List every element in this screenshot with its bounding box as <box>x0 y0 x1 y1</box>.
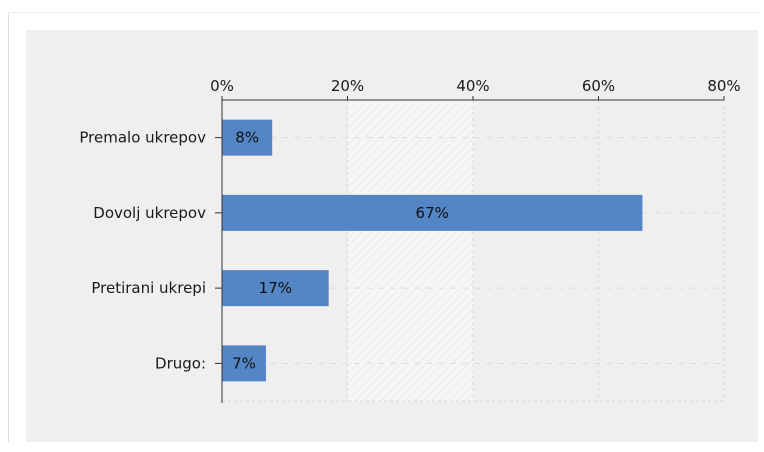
x-tick-label-1: 20% <box>331 77 364 95</box>
x-tick-label-0: 0% <box>210 77 234 95</box>
bars-group <box>222 119 643 382</box>
category-label-0: Premalo ukrepov <box>79 129 206 147</box>
bar-0 <box>222 119 273 156</box>
frame-left-rule <box>8 12 9 442</box>
bar-3 <box>222 345 266 382</box>
data-label-3: 7% <box>232 354 256 372</box>
x-tick-label-2: 40% <box>456 77 489 95</box>
data-label-2: 17% <box>259 279 292 297</box>
bar-1 <box>222 194 643 231</box>
grid-lines <box>222 100 725 402</box>
x-tick-label-3: 60% <box>582 77 615 95</box>
plot-background <box>347 100 473 401</box>
labels-group: 8% Premalo ukrepov 67% Dovolj ukrepov 17% Pre… <box>79 77 740 372</box>
data-label-0: 8% <box>235 129 259 147</box>
frame-top-rule <box>8 12 758 13</box>
data-label-1: 67% <box>416 204 449 222</box>
category-label-3: Drugo: <box>155 354 206 372</box>
highlight-band <box>347 100 473 401</box>
bar-2 <box>222 270 329 307</box>
category-label-2: Pretirani ukrepi <box>91 279 206 297</box>
category-label-1: Dovolj ukrepov <box>93 204 206 222</box>
axes-group <box>215 96 725 403</box>
x-tick-label-4: 80% <box>707 77 740 95</box>
